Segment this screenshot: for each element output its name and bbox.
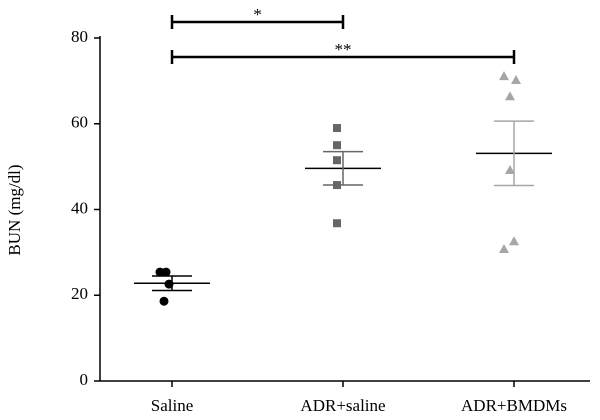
point bbox=[333, 124, 341, 133]
point bbox=[505, 91, 515, 101]
significance-bracket bbox=[170, 50, 516, 64]
point bbox=[333, 156, 341, 165]
error-bar bbox=[152, 275, 192, 292]
point bbox=[509, 236, 519, 246]
x-tick-label: ADR+BMDMs bbox=[461, 396, 567, 415]
y-tick-label: 60 bbox=[71, 113, 88, 132]
y-tick-label: 40 bbox=[71, 198, 88, 217]
point bbox=[161, 267, 171, 277]
point bbox=[333, 219, 341, 228]
error-bar bbox=[323, 150, 363, 186]
y-axis-label: BUN (mg/dl) bbox=[5, 164, 24, 255]
error-bar bbox=[494, 120, 534, 187]
significance-label: ** bbox=[335, 40, 352, 59]
significance-label: * bbox=[253, 5, 262, 24]
point bbox=[511, 75, 521, 85]
point bbox=[333, 141, 341, 150]
y-tick-label: 0 bbox=[80, 370, 89, 389]
point bbox=[159, 296, 169, 306]
point bbox=[499, 71, 509, 81]
point bbox=[505, 165, 515, 175]
x-tick-label: ADR+saline bbox=[300, 396, 385, 415]
significance-bracket bbox=[170, 15, 345, 29]
point bbox=[499, 243, 509, 253]
y-tick-label: 80 bbox=[71, 27, 88, 46]
y-tick-label: 20 bbox=[71, 284, 88, 303]
x-tick-label: Saline bbox=[151, 396, 194, 415]
